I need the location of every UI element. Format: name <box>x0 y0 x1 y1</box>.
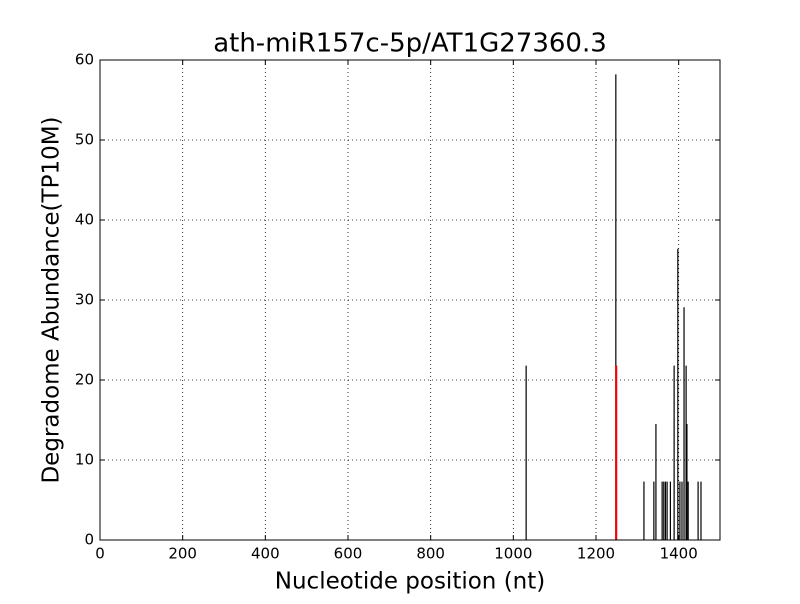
y-tick-label: 10 <box>75 451 94 469</box>
x-tick-label: 400 <box>251 545 280 563</box>
x-tick-label: 1200 <box>577 545 615 563</box>
x-axis-label: Nucleotide position (nt) <box>275 569 545 595</box>
x-tick-label: 800 <box>416 545 445 563</box>
y-tick-label: 50 <box>75 131 94 149</box>
y-tick-label: 30 <box>75 291 94 309</box>
y-tick-label: 40 <box>75 211 94 229</box>
x-tick-label: 0 <box>95 545 105 563</box>
x-tick-label: 1400 <box>660 545 698 563</box>
x-tick-label: 1000 <box>494 545 532 563</box>
y-tick-label: 20 <box>75 371 94 389</box>
chart-title: ath-miR157c-5p/AT1G27360.3 <box>213 29 607 59</box>
plot-frame <box>99 59 721 541</box>
x-tick-label: 200 <box>168 545 197 563</box>
y-tick-label: 0 <box>84 531 94 549</box>
y-tick-label: 60 <box>75 51 94 69</box>
x-tick-label: 600 <box>334 545 363 563</box>
y-axis-label: Degradome Abundance(TP10M) <box>39 116 65 483</box>
